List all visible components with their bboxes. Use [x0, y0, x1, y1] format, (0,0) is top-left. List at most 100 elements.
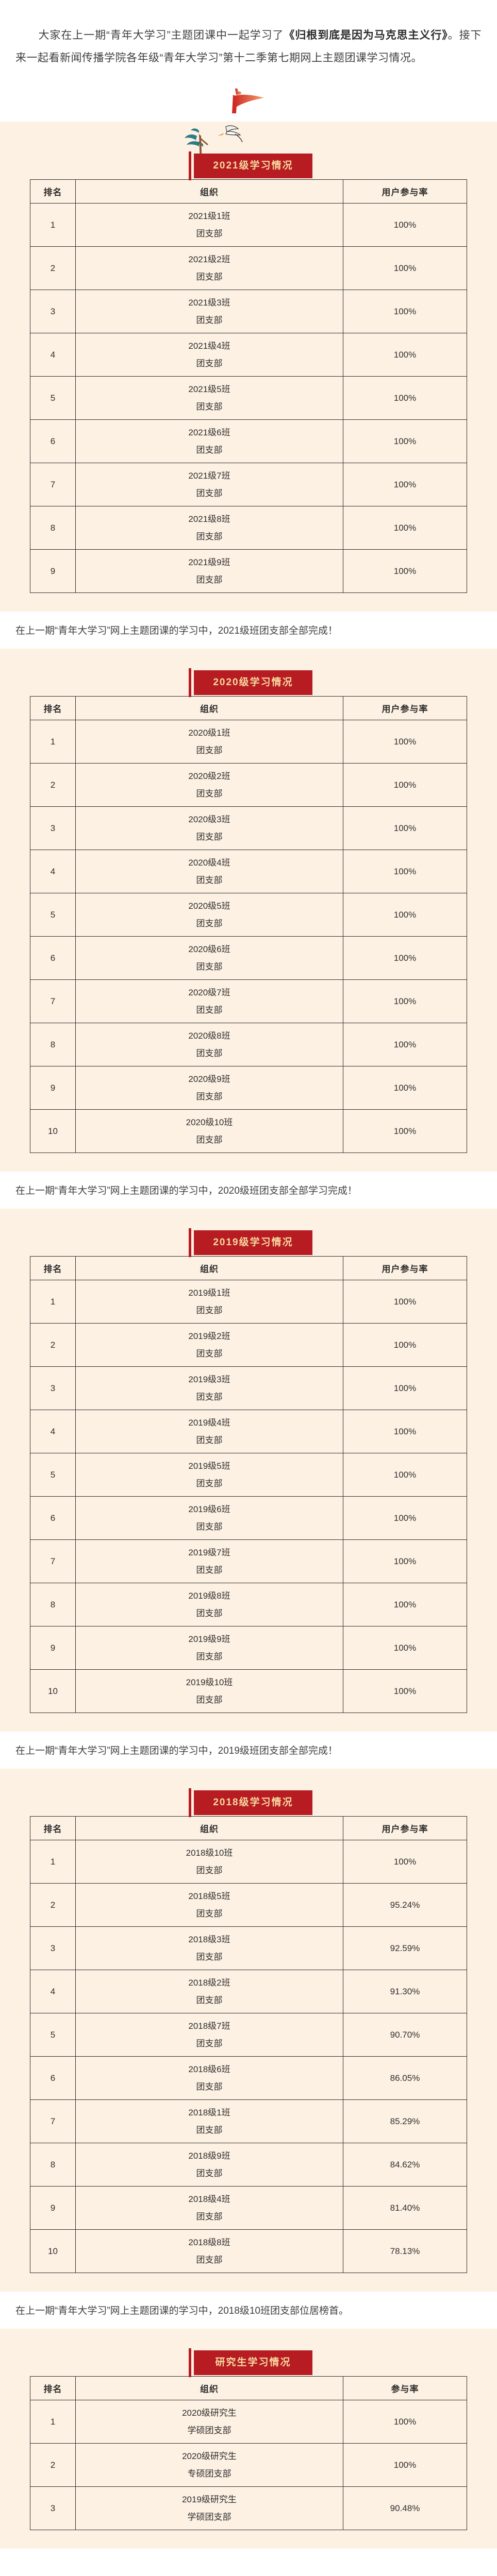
- cell-rank: 2: [30, 246, 76, 290]
- cell-organization: 2018级2班 团支部: [75, 1970, 343, 2013]
- table-row: 10 2018级8班 团支部 78.13%: [30, 2229, 467, 2273]
- cell-organization: 2021级1班 团支部: [75, 203, 343, 247]
- table-row: 2 2018级5班 团支部 95.24%: [30, 1883, 467, 1927]
- cell-rank: 1: [30, 720, 76, 764]
- table-row: 8 2021级8班 团支部 100%: [30, 506, 467, 550]
- table-header-row: 排名 组织 用户参与率: [30, 1256, 467, 1280]
- org-line-2: 团支部: [196, 1091, 223, 1101]
- table-row: 4 2021级4班 团支部 100%: [30, 333, 467, 377]
- org-line-2: 团支部: [196, 315, 223, 325]
- table-wrapper: 排名 组织 用户参与率 1 2019级1班 团支部 100% 2 2019级2班 团支部 10…: [0, 1256, 497, 1731]
- cell-rank: 1: [30, 1280, 76, 1324]
- cell-rank: 9: [30, 2186, 76, 2230]
- org-line-1: 2020级9班: [188, 1074, 230, 1084]
- org-line-1: 2020级5班: [188, 901, 230, 911]
- cell-rank: 5: [30, 2013, 76, 2057]
- table-row: 8 2020级8班 团支部 100%: [30, 1023, 467, 1066]
- org-line-2: 专硕团支部: [187, 2468, 231, 2479]
- cell-rank: 1: [30, 1840, 76, 1884]
- org-line-2: 团支部: [196, 918, 223, 928]
- cell-organization: 2018级4班 团支部: [75, 2186, 343, 2230]
- cell-rank: 9: [30, 1626, 76, 1670]
- cell-rank: 2: [30, 1323, 76, 1367]
- cell-rank: 6: [30, 419, 76, 463]
- cell-rank: 4: [30, 1970, 76, 2013]
- cell-rank: 10: [30, 1109, 76, 1153]
- org-line-2: 团支部: [196, 788, 223, 799]
- col-header-rank: 排名: [30, 1816, 76, 1840]
- cell-rank: 5: [30, 1453, 76, 1497]
- col-header-org: 组织: [75, 179, 343, 204]
- org-line-2: 团支部: [196, 358, 223, 368]
- cell-participation-rate: 100%: [343, 1023, 467, 1066]
- col-header-rate: 参与率: [343, 2376, 467, 2400]
- org-line-2: 团支部: [196, 2211, 223, 2222]
- org-line-2: 学硕团支部: [187, 2425, 231, 2435]
- cell-rank: 7: [30, 2099, 76, 2143]
- table-row: 3 2018级3班 团支部 92.59%: [30, 1926, 467, 1970]
- cell-organization: 2019级4班 团支部: [75, 1410, 343, 1453]
- org-line-1: 2019级4班: [188, 1417, 230, 1428]
- cell-organization: 2019级9班 团支部: [75, 1626, 343, 1670]
- org-line-2: 团支部: [196, 1134, 223, 1145]
- org-line-2: 团支部: [196, 1305, 223, 1315]
- org-line-1: 2020级8班: [188, 1030, 230, 1041]
- cell-participation-rate: 100%: [343, 1323, 467, 1367]
- section-banner: 2020级学习情况: [189, 668, 312, 697]
- cell-rank: 3: [30, 1366, 76, 1410]
- org-line-2: 团支部: [196, 745, 223, 755]
- cell-rank: 1: [30, 203, 76, 247]
- cell-participation-rate: 100%: [343, 2443, 467, 2487]
- cell-rank: 3: [30, 806, 76, 850]
- intro-text-bold: 《归根到底是因为马克思主义行》: [284, 29, 448, 41]
- org-line-2: 团支部: [196, 875, 223, 885]
- section-banner: 2021级学习情况: [189, 151, 312, 180]
- org-line-1: 2018级5班: [188, 1891, 230, 1901]
- table-row: 2 2020级研究生 专硕团支部 100%: [30, 2443, 467, 2487]
- cell-rank: 2: [30, 763, 76, 807]
- org-line-2: 团支部: [196, 2038, 223, 2048]
- cell-participation-rate: 90.70%: [343, 2013, 467, 2057]
- org-line-2: 团支部: [196, 272, 223, 282]
- col-header-rate: 用户参与率: [343, 696, 467, 720]
- cell-organization: 2018级9班 团支部: [75, 2143, 343, 2187]
- crane-bird-icon: [218, 125, 243, 143]
- table-row: 7 2020级7班 团支部 100%: [30, 979, 467, 1023]
- table-row: 2 2021级2班 团支部 100%: [30, 246, 467, 290]
- cell-participation-rate: 100%: [343, 806, 467, 850]
- table-wrapper: 排名 组织 用户参与率 1 2020级1班 团支部 100% 2 2020级2班 团支部 10…: [0, 696, 497, 1171]
- cell-organization: 2019级5班 团支部: [75, 1453, 343, 1497]
- org-line-1: 2019级7班: [188, 1547, 230, 1557]
- org-line-2: 团支部: [196, 2125, 223, 2135]
- section-banner: 2018级学习情况: [189, 1788, 312, 1817]
- cell-participation-rate: 100%: [343, 1366, 467, 1410]
- org-line-1: 2019级2班: [188, 1331, 230, 1341]
- cell-rank: 3: [30, 1926, 76, 1970]
- cell-rank: 6: [30, 936, 76, 980]
- section-banner-label: 2020级学习情况: [213, 677, 293, 688]
- table-row: 3 2019级3班 团支部 100%: [30, 1366, 467, 1410]
- banner-row: 2018级学习情况: [0, 1769, 497, 1817]
- cell-rank: 2: [30, 1883, 76, 1927]
- cell-rank: 8: [30, 1023, 76, 1066]
- ranking-table-2020: 排名 组织 用户参与率 1 2020级1班 团支部 100% 2 2020级2班 团支部 10…: [30, 696, 467, 1153]
- col-header-rate: 用户参与率: [343, 1816, 467, 1840]
- table-row: 7 2019级7班 团支部 100%: [30, 1539, 467, 1583]
- intro-block: 大家在上一期“青年大学习”主题团课中一起学习了《归根到底是因为马克思主义行》。接…: [0, 0, 497, 84]
- org-line-1: 2020级3班: [188, 814, 230, 824]
- cell-participation-rate: 100%: [343, 1539, 467, 1583]
- org-line-1: 2021级8班: [188, 514, 230, 524]
- table-header-row: 排名 组织 用户参与率: [30, 696, 467, 720]
- cell-participation-rate: 100%: [343, 419, 467, 463]
- cell-rank: 3: [30, 2486, 76, 2530]
- cell-organization: 2018级10班 团支部: [75, 1840, 343, 1884]
- table-row: 3 2019级研究生 学硕团支部 90.48%: [30, 2486, 467, 2530]
- org-line-2: 团支部: [196, 1865, 223, 1875]
- org-line-1: 2021级2班: [188, 254, 230, 264]
- cell-participation-rate: 100%: [343, 763, 467, 807]
- table-row: 8 2018级9班 团支部 84.62%: [30, 2143, 467, 2187]
- col-header-rank: 排名: [30, 696, 76, 720]
- table-row: 2 2019级2班 团支部 100%: [30, 1323, 467, 1367]
- table-row: 6 2020级6班 团支部 100%: [30, 936, 467, 980]
